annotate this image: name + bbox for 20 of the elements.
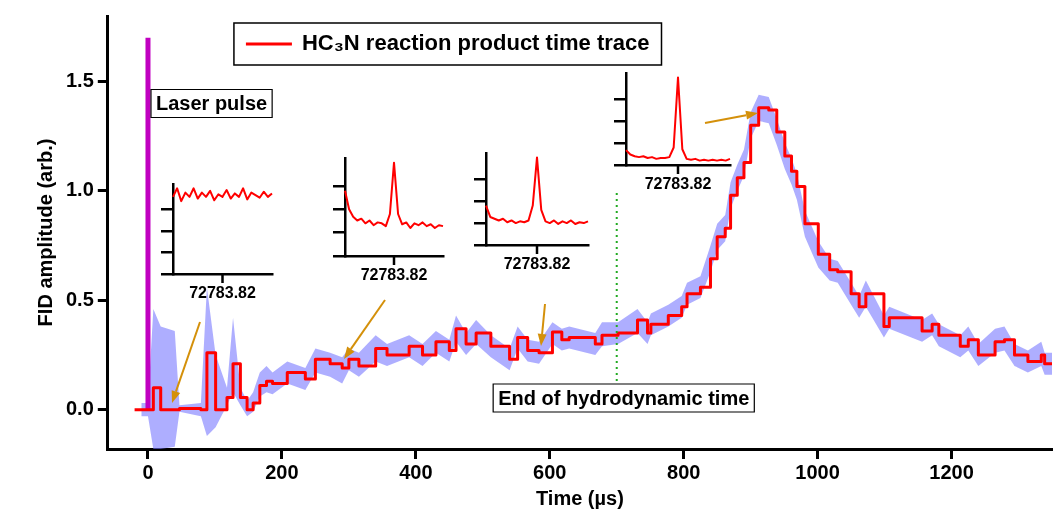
x-tick-label: 1200 — [929, 460, 974, 483]
legend-label: HC₃N reaction product time trace — [301, 30, 650, 56]
x-tick-label: 200 — [265, 460, 299, 483]
x-tick-label: 600 — [533, 460, 567, 483]
y-tick-label: 1.5 — [65, 69, 94, 92]
ref-line-label: End of hydrodynamic time — [498, 386, 750, 409]
y-tick-label: 0.5 — [65, 287, 94, 310]
x-tick-label: 800 — [667, 460, 701, 483]
annotation: 72783.82 — [189, 284, 256, 302]
y-tick-label: 0.0 — [65, 397, 94, 420]
x-tick-label: 400 — [399, 460, 433, 483]
y-tick-label: 1.0 — [65, 178, 94, 201]
annotation: Laser pulse — [155, 91, 268, 114]
annotation: 72783.82 — [360, 266, 428, 284]
x-axis-title: Time (µs) — [535, 486, 624, 509]
x-tick-label: 0 — [142, 460, 154, 483]
y-axis-title: FID amplitude (arb.) — [33, 138, 56, 327]
annotation: 72783.82 — [644, 175, 712, 193]
x-tick-label: 1000 — [795, 460, 840, 483]
annotation: 72783.82 — [503, 255, 571, 273]
